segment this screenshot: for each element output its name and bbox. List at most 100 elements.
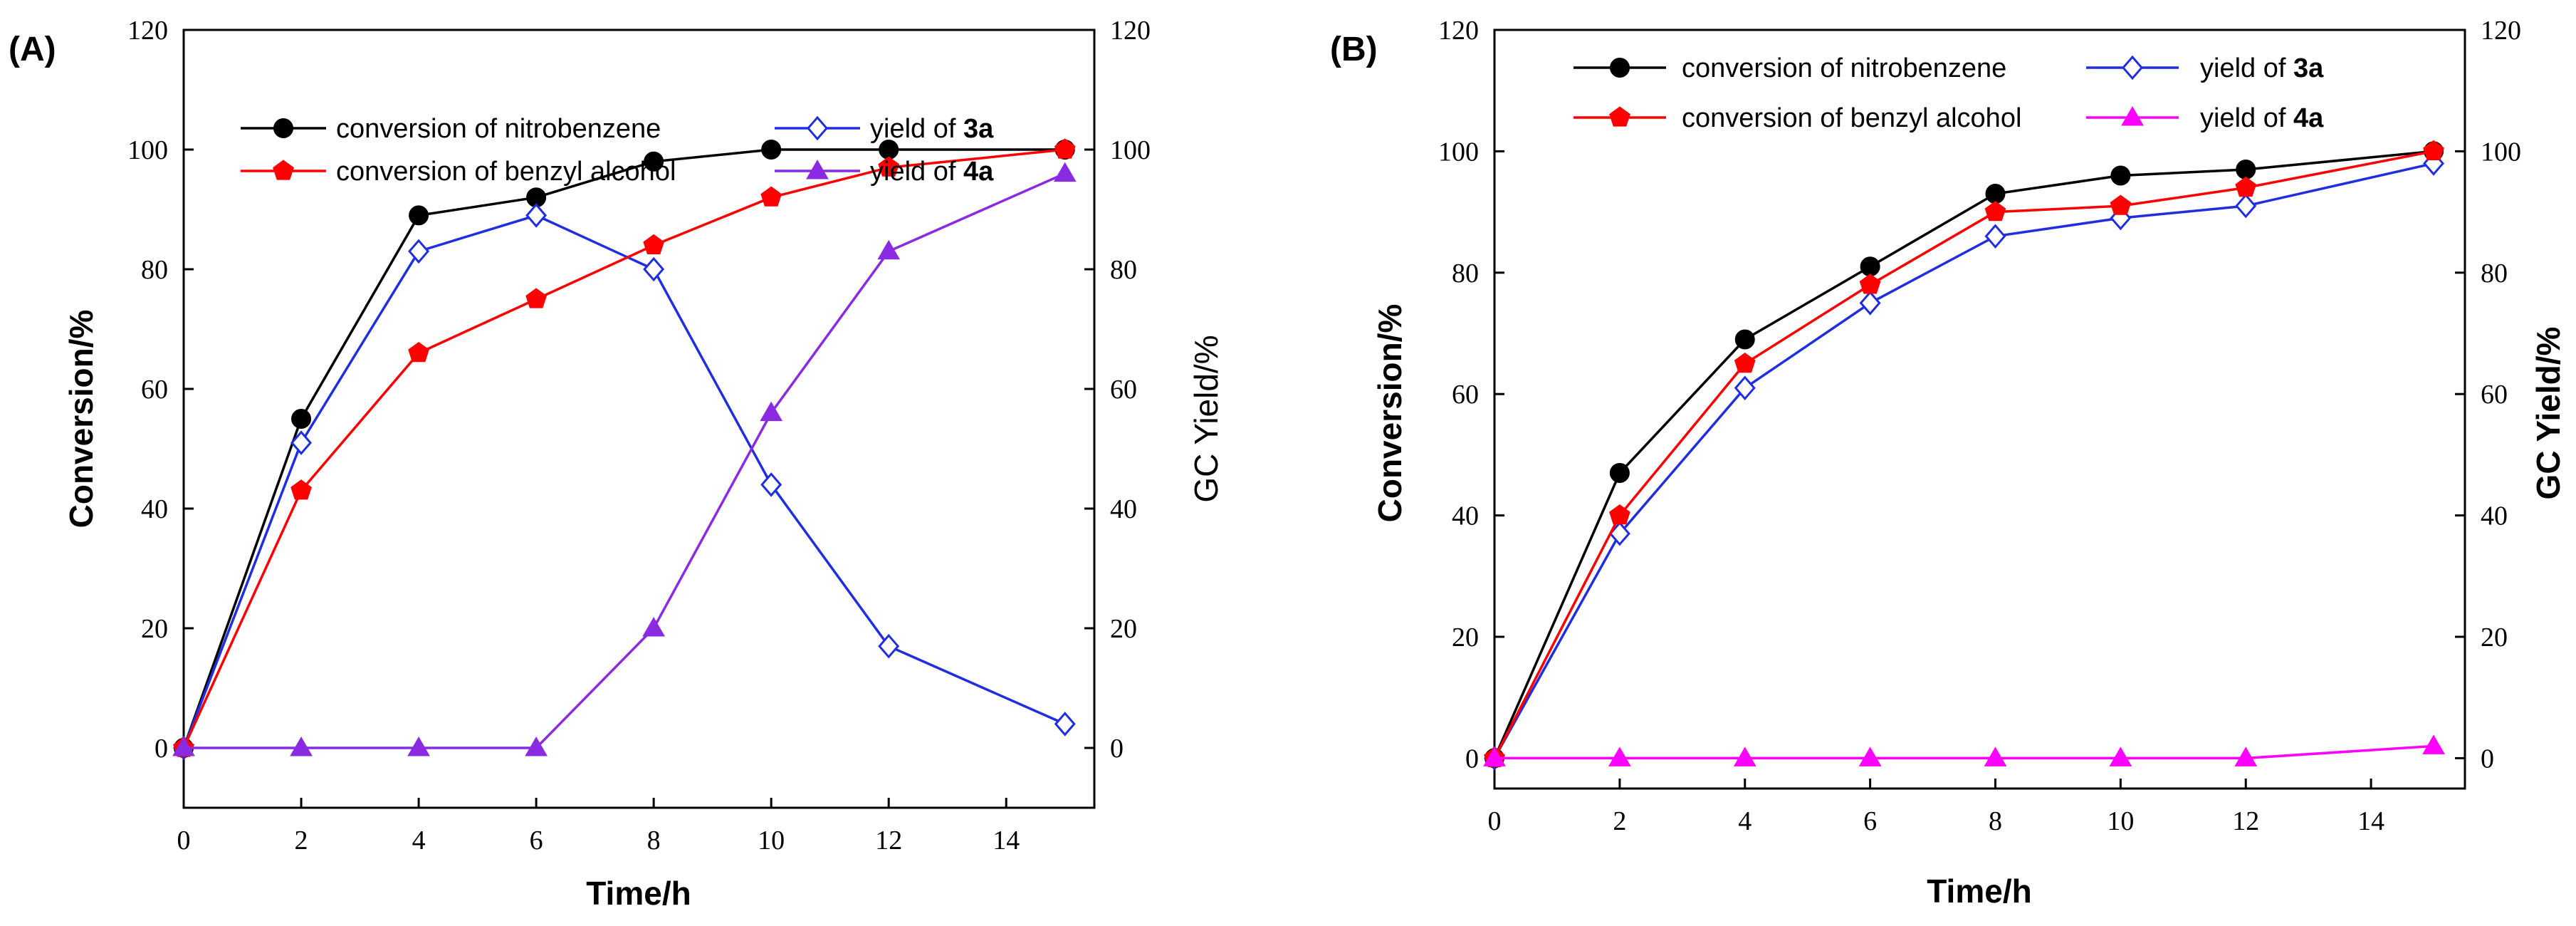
series-conversion-of-benzyl-alcohol xyxy=(1484,140,2444,767)
legend-marker xyxy=(1610,58,1630,78)
x-tick-label: 10 xyxy=(2107,806,2134,836)
plot-frame xyxy=(182,28,1096,809)
x-tick-label: 4 xyxy=(1738,806,1752,836)
plot-frame xyxy=(1493,28,2466,790)
legend-label-prefix: conversion of nitrobenzene xyxy=(1682,53,2006,83)
data-point xyxy=(525,288,547,308)
data-point xyxy=(2109,746,2132,766)
data-point xyxy=(290,736,313,756)
data-point xyxy=(290,479,312,500)
data-point xyxy=(407,736,430,756)
y-tick-label: 100 xyxy=(127,135,168,165)
data-point xyxy=(760,472,782,497)
data-point xyxy=(2235,193,2257,219)
y2-tick-label: 0 xyxy=(2481,744,2494,774)
data-point xyxy=(2422,734,2445,754)
data-point xyxy=(409,205,429,226)
series-line xyxy=(182,214,1066,749)
data-point xyxy=(1859,274,1881,294)
legend-marker xyxy=(273,160,294,180)
y-tick-label: 80 xyxy=(141,255,168,285)
y-tick-label: 20 xyxy=(141,614,168,644)
data-point xyxy=(2236,159,2256,180)
data-point xyxy=(408,239,430,264)
legend-label: yield of 3a xyxy=(2200,53,2324,83)
legend-label-compound: 4a xyxy=(963,157,994,187)
legend-marker xyxy=(1609,106,1630,127)
chart-panel-b: 0 2 4 6 8 10 12 14 0 0 20 20 40 40 60 60 80 80 100 100 120 12… xyxy=(1330,16,2567,910)
x-tick-label: 0 xyxy=(1488,806,1502,836)
data-point xyxy=(761,140,782,160)
y-tick-label: 40 xyxy=(1452,501,1479,531)
series-line xyxy=(1493,162,2434,759)
y2-tick-label: 20 xyxy=(2481,623,2508,652)
y2-tick-label: 20 xyxy=(1110,614,1137,644)
data-point xyxy=(1734,352,1756,373)
legend-marker xyxy=(2122,55,2143,80)
legend-label: conversion of benzyl alcohol xyxy=(336,157,676,187)
y-tick-label: 60 xyxy=(141,375,168,405)
x-tick-label: 6 xyxy=(1863,806,1877,836)
data-point xyxy=(1985,184,2006,204)
legend-label-prefix: yield of xyxy=(870,157,963,187)
y2-tick-label: 40 xyxy=(2481,501,2508,531)
x-tick-label: 2 xyxy=(295,826,308,855)
series-conversion-of-benzyl-alcohol xyxy=(173,138,1076,757)
y-tick-label: 0 xyxy=(1465,744,1479,774)
data-point xyxy=(1984,224,2006,249)
y2-axis-title: GC Yield/% xyxy=(2530,327,2567,500)
data-point xyxy=(878,156,900,177)
series-yield-of-4a xyxy=(172,162,1077,756)
y-axis-title: Conversion/% xyxy=(1371,304,1408,523)
panel-label: (A) xyxy=(9,31,56,68)
legend-label-compound: 3a xyxy=(2293,53,2324,83)
data-point xyxy=(644,151,664,172)
y-tick-label: 40 xyxy=(141,494,168,524)
y2-tick-label: 100 xyxy=(1110,135,1151,165)
legend-label: conversion of nitrobenzene xyxy=(1682,53,2006,83)
y-tick-label: 120 xyxy=(127,16,168,46)
legend-label: conversion of benzyl alcohol xyxy=(1682,103,2021,133)
legend-marker xyxy=(807,115,828,141)
y2-tick-label: 120 xyxy=(2481,16,2521,46)
data-point xyxy=(172,736,195,756)
x-tick-label: 8 xyxy=(1989,806,2002,836)
y-tick-label: 20 xyxy=(1452,623,1479,652)
x-tick-label: 6 xyxy=(530,826,543,855)
data-point xyxy=(1984,200,2006,222)
legend-label-prefix: conversion of benzyl alcohol xyxy=(1682,103,2021,133)
series-conversion-of-nitrobenzene xyxy=(1485,141,2444,769)
x-tick-label: 14 xyxy=(993,826,1020,855)
series-line xyxy=(182,148,1065,749)
data-point xyxy=(642,616,665,637)
data-point xyxy=(760,186,782,207)
series-line xyxy=(1493,150,2434,759)
legend-label-compound: 4a xyxy=(2293,103,2324,133)
legend-label-prefix: yield of xyxy=(2200,53,2293,83)
series-line xyxy=(1493,150,2434,759)
data-point xyxy=(408,341,429,363)
legend-marker xyxy=(806,159,829,180)
legend-label-prefix: yield of xyxy=(2200,103,2293,133)
x-axis-title: Time/h xyxy=(586,875,691,912)
y-tick-label: 80 xyxy=(1452,259,1479,288)
data-point xyxy=(1860,256,1880,277)
x-tick-label: 0 xyxy=(177,826,191,855)
data-point xyxy=(2110,165,2131,186)
panel-label: (B) xyxy=(1330,31,1378,68)
legend-label: yield of 4a xyxy=(2200,103,2324,133)
data-point xyxy=(525,736,548,756)
y2-tick-label: 120 xyxy=(1110,16,1151,46)
y2-tick-label: 100 xyxy=(2481,137,2521,167)
data-point xyxy=(643,234,664,254)
legend: conversion of nitrobenzene conversion of … xyxy=(241,114,994,187)
legend-marker xyxy=(273,118,293,138)
series-line xyxy=(182,148,1065,749)
y2-tick-label: 80 xyxy=(1110,255,1137,285)
y-tick-label: 100 xyxy=(1438,137,1479,167)
x-tick-label: 2 xyxy=(1613,806,1626,836)
y2-tick-label: 60 xyxy=(1110,375,1137,405)
data-point xyxy=(1734,329,1755,350)
y2-tick-label: 0 xyxy=(1110,734,1124,764)
